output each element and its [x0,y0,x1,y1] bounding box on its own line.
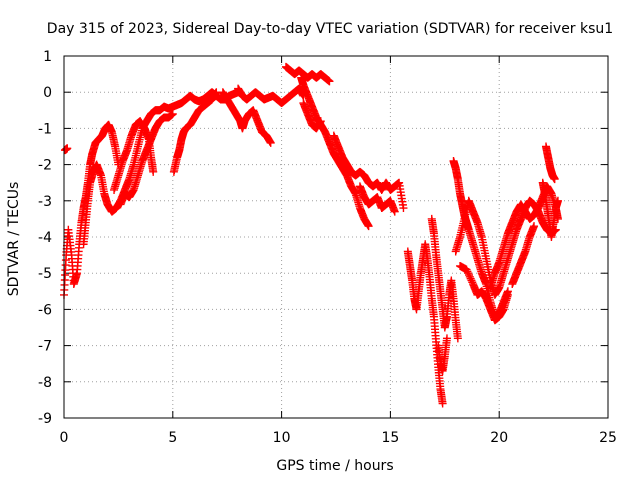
data-point [466,274,475,283]
y-tick-label: -8 [38,375,52,391]
y-tick-label: -4 [38,230,52,246]
data-point [438,399,447,408]
data-point [453,334,462,343]
x-tick-label: 20 [490,430,508,446]
data-point [464,269,473,278]
data-point [465,272,474,281]
x-tick-label: 5 [168,430,177,446]
y-tick-label: -2 [38,158,52,174]
data-point [316,117,325,126]
data-point [149,167,158,176]
data-point [463,267,472,276]
data-point [467,276,476,285]
data-points [60,62,562,408]
data-point [462,265,471,274]
x-tick-label: 0 [60,430,69,446]
data-point [266,138,275,147]
y-tick-label: -7 [38,339,52,355]
y-tick-label: 1 [43,49,52,65]
data-point [399,204,408,213]
data-point [530,222,539,231]
y-tick-label: -5 [38,266,52,282]
y-tick-label: -9 [38,411,52,427]
data-point [390,207,399,216]
y-tick-label: -1 [38,121,52,137]
y-tick-label: -6 [38,302,52,318]
chart-title: Day 315 of 2023, Sidereal Day-to-day VTE… [47,21,613,37]
y-axis-label: SDTVAR / TECUs [6,182,22,297]
y-tick-label: 0 [43,85,52,101]
x-tick-label: 10 [273,430,291,446]
data-point [503,290,512,299]
data-point [465,271,474,280]
data-point [553,196,562,205]
plot-frame [63,55,609,419]
x-tick-label: 15 [381,430,399,446]
data-point [325,77,334,86]
data-point [63,144,72,153]
data-point [550,175,559,184]
data-point [168,109,177,118]
data-point [442,334,451,343]
grid-lines [64,56,608,418]
x-axis-label: GPS time / hours [276,458,393,474]
x-tick-label: 25 [599,430,617,446]
data-point [364,222,373,231]
y-tick-label: -3 [38,194,52,210]
